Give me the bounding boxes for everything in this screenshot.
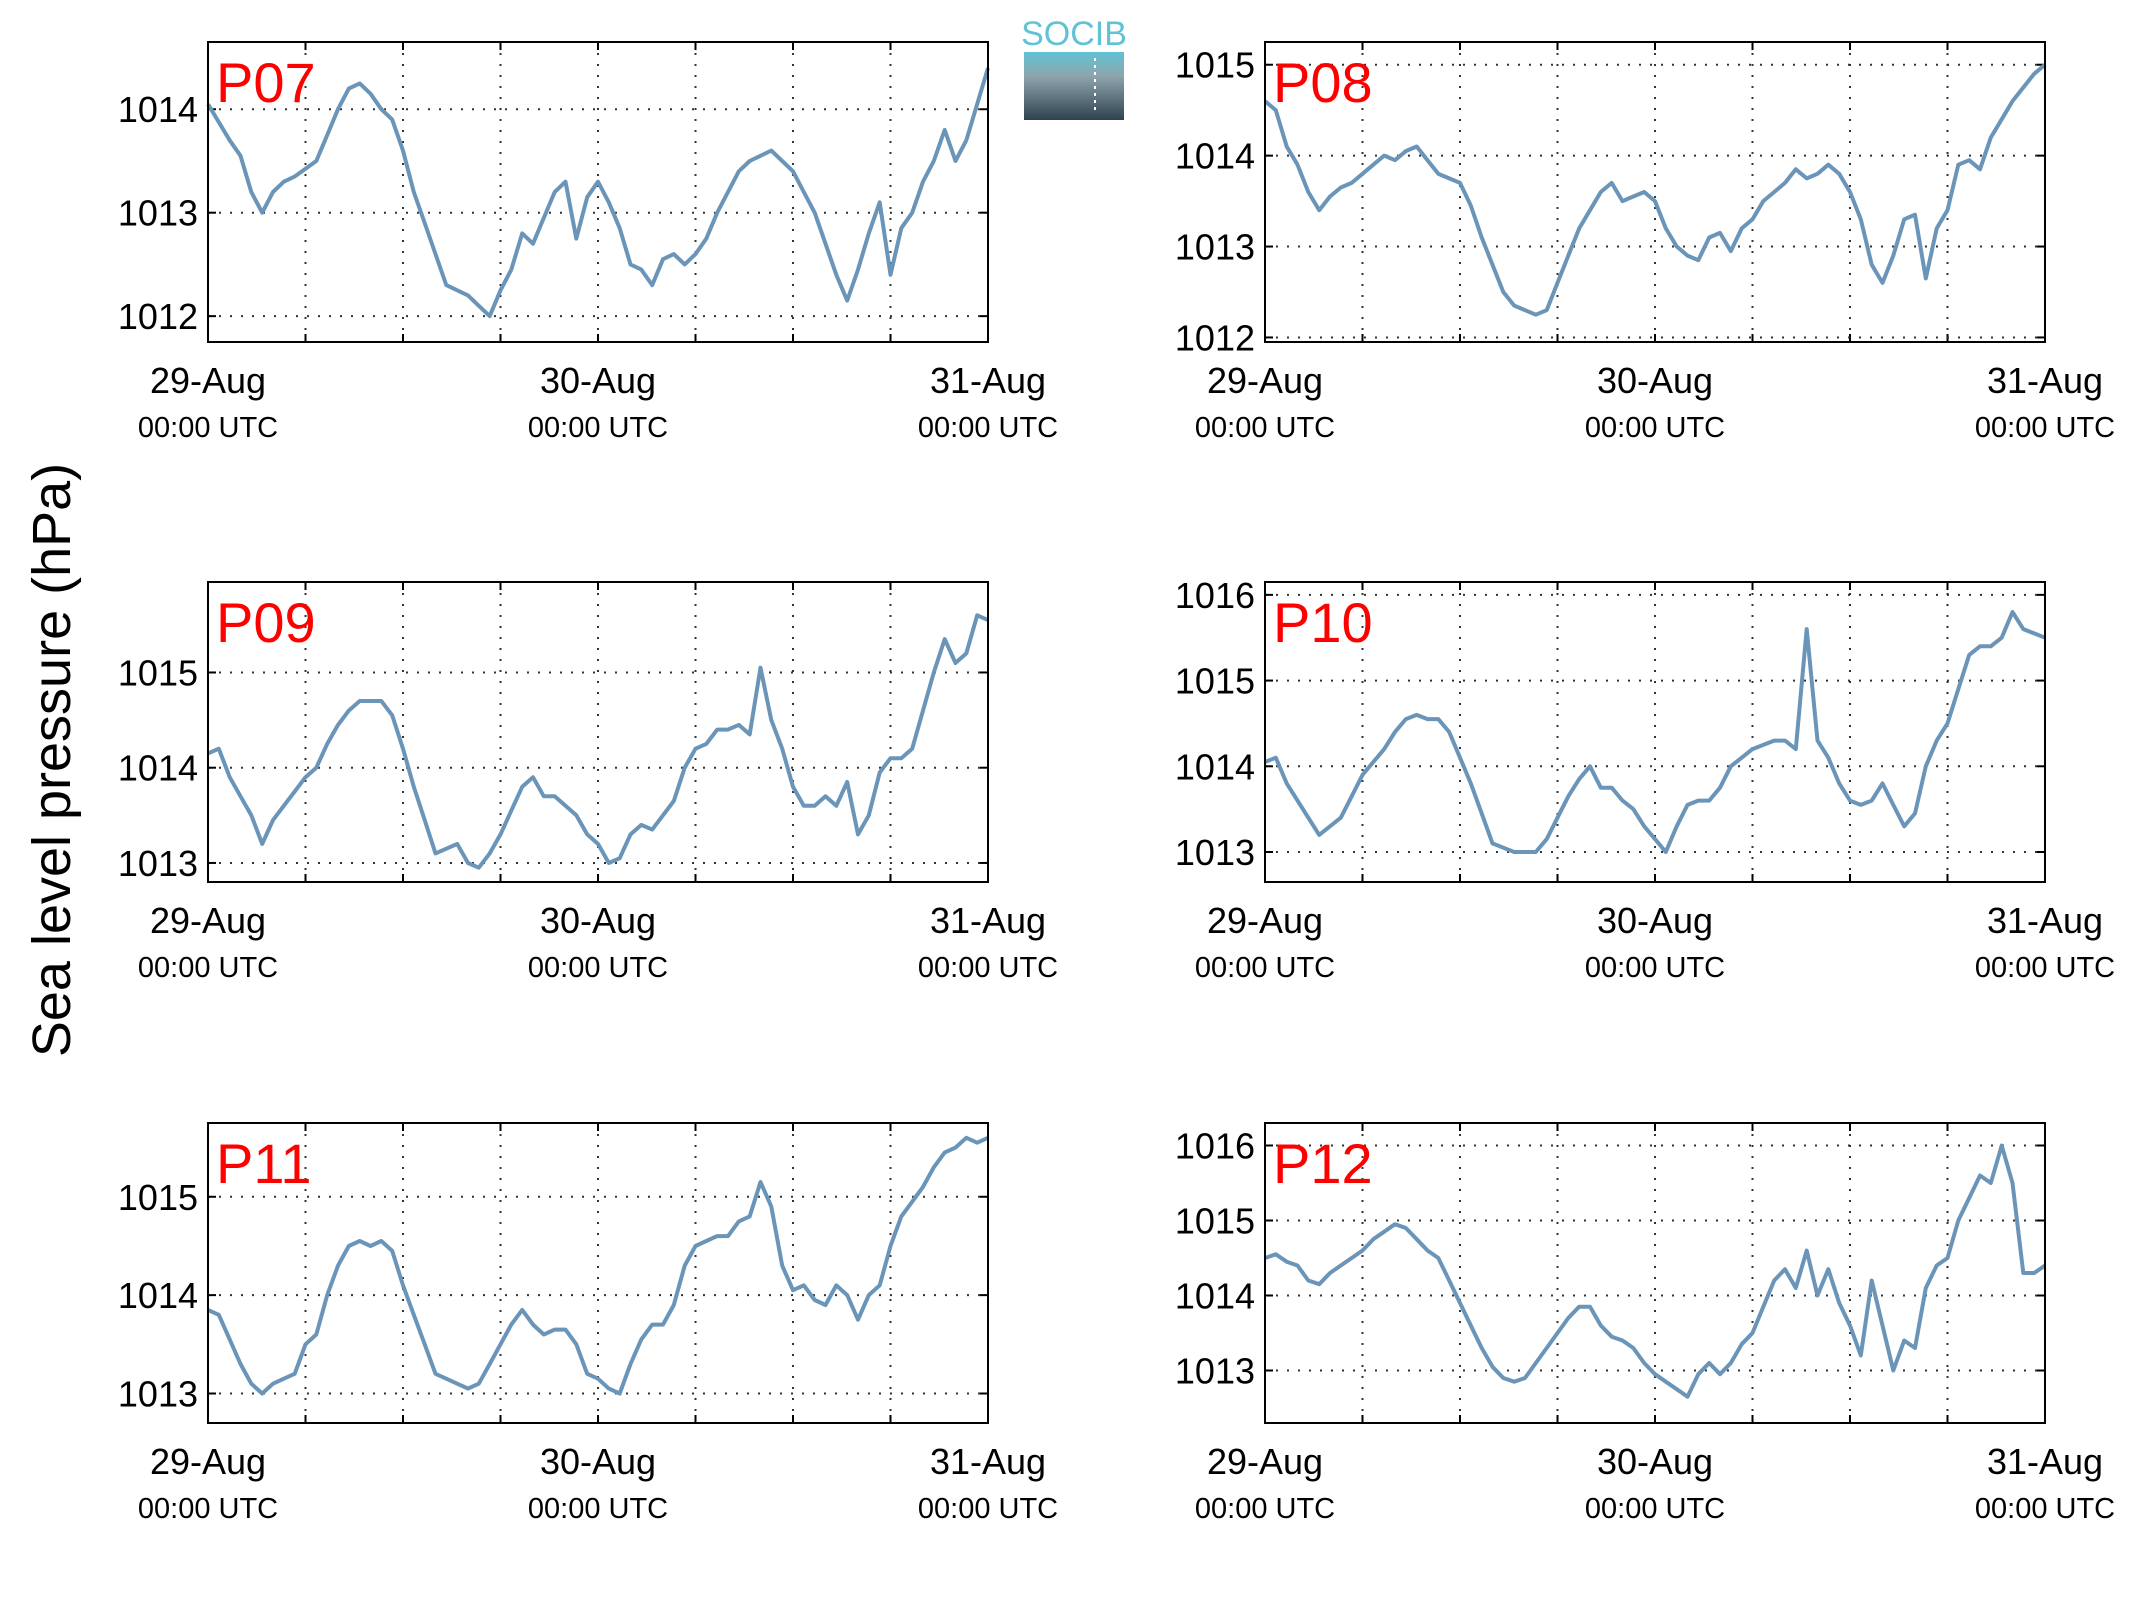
x-tick-label-time: 00:00 UTC [918, 952, 1058, 984]
y-tick-label: 1014 [1175, 1276, 1255, 1317]
y-tick-label: 1014 [118, 748, 198, 789]
x-tick-label-time: 00:00 UTC [1585, 1493, 1725, 1525]
series-line-p09 [207, 613, 989, 870]
x-tick-label-time: 00:00 UTC [138, 1493, 278, 1525]
panel-label: P10 [1273, 591, 1373, 654]
plot-frame [1264, 41, 2046, 343]
x-tick-label-date: 31-Aug [1987, 360, 2103, 401]
chart-panel-p07: 1012 1013 1014 P07 29-Aug 00:00 UTC 30-Aug 00:0… [118, 41, 1058, 444]
panel-label: P07 [216, 51, 316, 114]
plot-frame [207, 41, 989, 343]
x-tick-label-date: 30-Aug [540, 900, 656, 941]
y-tick-label: 1012 [118, 296, 198, 337]
x-tick-label-time: 00:00 UTC [1585, 412, 1725, 444]
y-tick-label: 1013 [118, 193, 198, 234]
y-tick-label: 1013 [1175, 1351, 1255, 1392]
y-tick-label: 1015 [118, 652, 198, 693]
plot-frame [1264, 1122, 2046, 1424]
logo-text: SOCIB [1021, 15, 1127, 53]
x-tick-label-time: 00:00 UTC [528, 1493, 668, 1525]
x-tick-label-date: 31-Aug [930, 360, 1046, 401]
y-tick-label: 1014 [1175, 136, 1255, 177]
x-tick-label-time: 00:00 UTC [1975, 952, 2115, 984]
chart-panel-p09: 1013 1014 1015 P09 29-Aug 00:00 UTC 30-Aug 00:0… [118, 581, 1058, 984]
y-tick-label: 1013 [118, 843, 198, 884]
chart-panel-p12: 1013 1014 1015 1016 P12 29-Aug 00:00 UTC 30-Aug… [1175, 1122, 2115, 1525]
series-line-p08 [1263, 63, 2047, 317]
y-tick-label: 1015 [1175, 1201, 1255, 1242]
y-tick-label: 1015 [118, 1177, 198, 1218]
x-tick-label-date: 31-Aug [930, 1441, 1046, 1482]
series-line-p12 [1264, 1143, 2047, 1399]
chart-panel-p08: 1012 1013 1014 1015 P08 29-Aug 00:00 UTC 30-Aug… [1175, 41, 2115, 444]
x-tick-label-date: 30-Aug [1597, 360, 1713, 401]
y-tick-label: 1015 [1175, 45, 1255, 86]
x-tick-label-time: 00:00 UTC [1195, 1493, 1335, 1525]
y-tick-label: 1016 [1175, 1126, 1255, 1167]
x-tick-label-date: 30-Aug [540, 1441, 656, 1482]
series-line-p10 [1264, 610, 2046, 854]
x-tick-label-date: 29-Aug [150, 900, 266, 941]
x-tick-label-time: 00:00 UTC [1975, 1493, 2115, 1525]
socib-logo: SOCIB [1021, 15, 1127, 120]
y-axis-label: Sea level pressure (hPa) [22, 463, 82, 1057]
x-tick-label-time: 00:00 UTC [138, 412, 278, 444]
series-line-p07 [206, 67, 990, 319]
plot-frame [207, 1122, 989, 1424]
x-tick-label-date: 29-Aug [150, 1441, 266, 1482]
x-tick-label-time: 00:00 UTC [1585, 952, 1725, 984]
y-tick-label: 1013 [118, 1373, 198, 1414]
x-tick-label-time: 00:00 UTC [1195, 952, 1335, 984]
x-tick-label-date: 30-Aug [1597, 900, 1713, 941]
panel-label: P09 [216, 591, 316, 654]
y-tick-label: 1016 [1175, 575, 1255, 616]
x-tick-label-date: 30-Aug [1597, 1441, 1713, 1482]
y-tick-label: 1015 [1175, 661, 1255, 702]
x-tick-label-time: 00:00 UTC [528, 952, 668, 984]
plot-frame [207, 581, 989, 883]
y-tick-label: 1014 [1175, 746, 1255, 787]
chart-panel-p10: 1013 1014 1015 1016 P10 29-Aug 00:00 UTC 30-Aug… [1175, 575, 2115, 984]
x-tick-label-date: 31-Aug [930, 900, 1046, 941]
x-tick-label-date: 31-Aug [1987, 900, 2103, 941]
x-tick-label-date: 29-Aug [1207, 900, 1323, 941]
x-tick-label-time: 00:00 UTC [918, 1493, 1058, 1525]
x-tick-label-date: 29-Aug [1207, 1441, 1323, 1482]
y-tick-label: 1012 [1175, 317, 1255, 358]
x-tick-label-date: 29-Aug [1207, 360, 1323, 401]
x-tick-label-time: 00:00 UTC [138, 952, 278, 984]
y-tick-label: 1013 [1175, 832, 1255, 873]
y-tick-label: 1014 [118, 1275, 198, 1316]
panel-label: P12 [1273, 1132, 1373, 1195]
panel-label: P11 [216, 1132, 311, 1195]
plot-frame [1264, 581, 2046, 883]
x-tick-label-time: 00:00 UTC [918, 412, 1058, 444]
x-tick-label-date: 30-Aug [540, 360, 656, 401]
x-tick-label-time: 00:00 UTC [1195, 412, 1335, 444]
x-tick-label-date: 31-Aug [1987, 1441, 2103, 1482]
chart-panel-p11: 1013 1014 1015 P11 29-Aug 00:00 UTC 30-Aug 00:0… [118, 1122, 1058, 1525]
x-tick-label-time: 00:00 UTC [1975, 412, 2115, 444]
x-tick-label-date: 29-Aug [150, 360, 266, 401]
panel-label: P08 [1273, 51, 1373, 114]
y-tick-label: 1014 [118, 89, 198, 130]
y-tick-label: 1013 [1175, 227, 1255, 268]
series-line-p11 [207, 1135, 989, 1396]
x-tick-label-time: 00:00 UTC [528, 412, 668, 444]
